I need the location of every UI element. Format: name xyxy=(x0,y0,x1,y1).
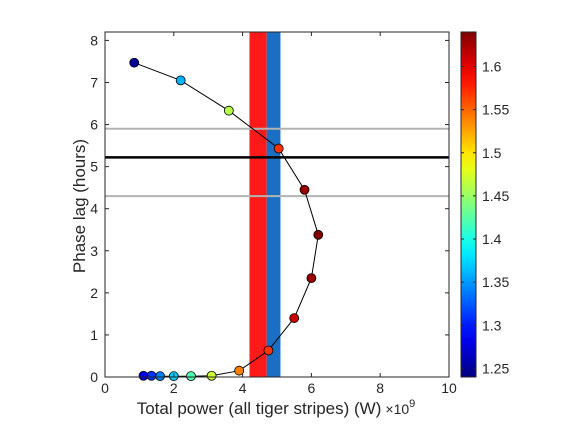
y-tick-label-5: 5 xyxy=(90,159,98,175)
data-point-2 xyxy=(223,105,234,116)
data-point-1 xyxy=(175,75,186,86)
data-point-0 xyxy=(129,57,140,68)
series-line-0 xyxy=(134,62,319,377)
y-tick-label-2: 2 xyxy=(90,285,98,301)
y-tick-label-0: 0 xyxy=(90,369,98,385)
vertical-band-0 xyxy=(249,32,267,377)
x-axis-label-text: Total power (all tiger stripes) (W) xyxy=(137,399,382,418)
x-tick-label-4: 8 xyxy=(376,380,384,396)
colorbar-tick-label-2: 1.35 xyxy=(482,274,509,290)
y-axis-label: Phase lag (hours) xyxy=(70,139,89,273)
colorbar-tick-label-7: 1.6 xyxy=(482,59,502,75)
data-point-3 xyxy=(273,143,284,154)
x-tick-label-2: 4 xyxy=(239,380,247,396)
data-point-9 xyxy=(234,365,245,376)
x-axis-multiplier: ×10 xyxy=(385,401,409,417)
y-tick-label-3: 3 xyxy=(90,243,98,259)
colorbar-tick-label-0: 1.25 xyxy=(482,360,509,376)
data-point-8 xyxy=(263,345,274,356)
data-point-15 xyxy=(138,370,149,381)
vertical-band-1 xyxy=(266,32,281,377)
y-tick-label-6: 6 xyxy=(90,117,98,133)
data-point-5 xyxy=(313,229,324,240)
x-tick-label-5: 10 xyxy=(441,380,457,396)
colorbar-tick-label-1: 1.3 xyxy=(482,317,502,333)
colorbar: 1.25 1.3 1.35 1.4 1.45 1.5 1.55 1.6 xyxy=(460,31,509,378)
colorbar-gradient xyxy=(460,31,477,378)
colorbar-tick-label-6: 1.55 xyxy=(482,102,509,118)
y-tick-label-8: 8 xyxy=(90,32,98,48)
data-point-4 xyxy=(299,184,310,195)
colorbar-tick-label-3: 1.4 xyxy=(482,231,502,247)
colorbar-tick-label-5: 1.5 xyxy=(482,145,502,161)
data-point-10 xyxy=(206,370,217,381)
y-tick-label-7: 7 xyxy=(90,74,98,90)
y-tick-label-4: 4 xyxy=(90,201,98,217)
data-point-6 xyxy=(306,273,317,284)
plot-area: 0 2 4 6 8 10 0 1 2 3 4 5 6 7 8 xyxy=(90,31,457,396)
data-point-7 xyxy=(289,313,300,323)
data-point-11 xyxy=(186,371,196,382)
y-tick-label-1: 1 xyxy=(90,327,98,343)
x-tick-label-0: 0 xyxy=(101,380,109,396)
x-axis-multiplier-exponent: 9 xyxy=(409,398,415,410)
plot-frame xyxy=(104,31,450,378)
data-point-13 xyxy=(155,371,165,382)
x-tick-label-1: 2 xyxy=(170,380,178,396)
colorbar-tick-label-4: 1.45 xyxy=(482,188,509,204)
x-axis-label: Total power (all tiger stripes) (W) ×109 xyxy=(137,398,416,418)
x-tick-label-3: 6 xyxy=(308,380,316,396)
